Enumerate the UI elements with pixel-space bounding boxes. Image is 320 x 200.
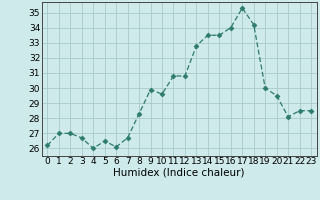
X-axis label: Humidex (Indice chaleur): Humidex (Indice chaleur)	[114, 168, 245, 178]
